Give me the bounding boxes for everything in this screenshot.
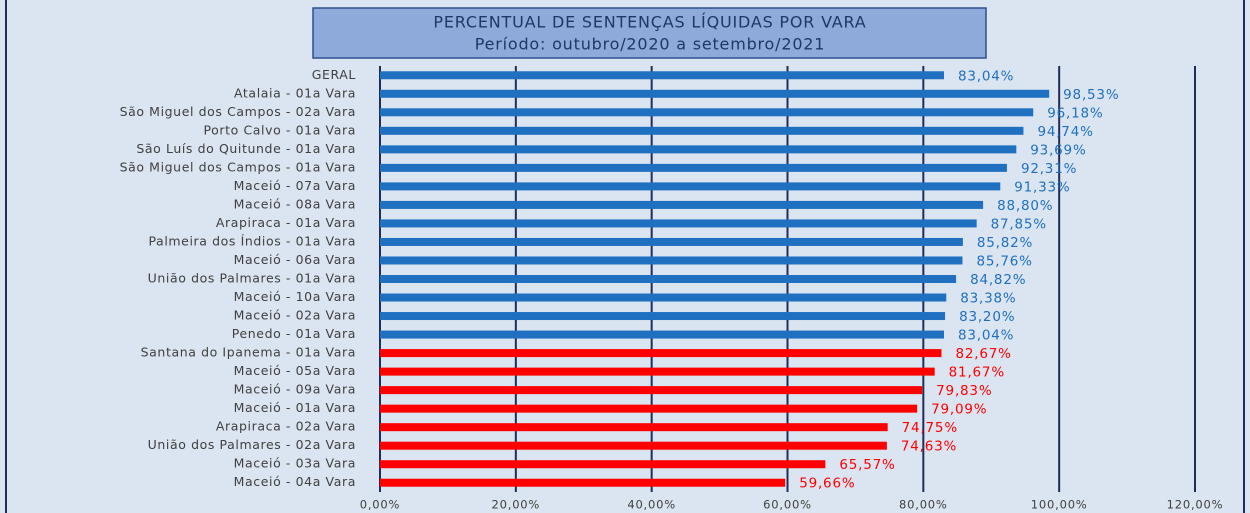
value-label: 98,53%: [1063, 87, 1119, 103]
x-tick-label: 40,00%: [627, 498, 676, 512]
bar: [380, 256, 963, 265]
bar: [380, 237, 963, 246]
y-tick-label: São Miguel dos Campos - 01a Vara: [120, 159, 356, 174]
value-label: 83,20%: [959, 309, 1015, 325]
bar: [380, 182, 1001, 191]
bar: [380, 293, 947, 302]
y-tick-label: Maceió - 03a Vara: [234, 456, 356, 471]
value-label: 93,69%: [1030, 142, 1086, 158]
bar: [380, 349, 942, 358]
bar: [380, 404, 918, 413]
y-tick-label: Penedo - 01a Vara: [232, 326, 356, 341]
y-tick-label: Maceió - 02a Vara: [234, 308, 356, 323]
title-box: [312, 7, 987, 59]
y-tick-label: Maceió - 10a Vara: [234, 289, 356, 304]
y-tick-label: Arapiraca - 02a Vara: [216, 419, 356, 434]
value-label: 88,80%: [997, 198, 1053, 214]
x-tick-label: 60,00%: [763, 498, 812, 512]
y-tick-label: Porto Calvo - 01a Vara: [203, 122, 356, 137]
y-tick-label: Maceió - 07a Vara: [234, 178, 356, 193]
value-label: 81,67%: [949, 365, 1005, 381]
value-label: 59,66%: [799, 476, 855, 492]
y-tick-label: Maceió - 09a Vara: [234, 382, 356, 397]
value-label: 85,76%: [976, 253, 1032, 269]
value-label: 83,04%: [958, 328, 1014, 344]
value-label: 91,33%: [1014, 179, 1070, 195]
bar: [380, 163, 1007, 172]
y-tick-label: Palmeira dos Índios - 01a Vara: [148, 233, 356, 248]
value-label: 87,85%: [991, 216, 1047, 232]
value-label: 94,74%: [1037, 124, 1093, 140]
bar: [380, 89, 1050, 98]
value-label: 74,63%: [901, 439, 957, 455]
y-tick-label: Atalaia - 01a Vara: [234, 85, 356, 100]
chart-title: PERCENTUAL DE SENTENÇAS LÍQUIDAS POR VAR…: [433, 13, 866, 32]
bar: [380, 386, 923, 395]
y-tick-label: GERAL: [312, 67, 356, 82]
y-tick-label: Maceió - 01a Vara: [234, 400, 356, 415]
y-tick-label: Maceió - 04a Vara: [234, 474, 356, 489]
value-label: 83,04%: [958, 68, 1014, 84]
value-label: 84,82%: [970, 272, 1026, 288]
x-tick-label: 20,00%: [492, 498, 541, 512]
y-tick-label: Arapiraca - 01a Vara: [216, 215, 356, 230]
bar: [380, 71, 944, 80]
bar: [380, 330, 944, 339]
value-label: 85,82%: [977, 235, 1033, 251]
bar: [380, 219, 977, 228]
bar: [380, 312, 946, 321]
value-label: 82,67%: [955, 346, 1011, 362]
y-tick-label: Maceió - 06a Vara: [234, 252, 356, 267]
y-tick-label: São Luís do Quitunde - 01a Vara: [136, 141, 356, 156]
bar: [380, 367, 935, 376]
y-tick-label: São Miguel dos Campos - 02a Vara: [120, 104, 356, 119]
y-tick-label: Maceió - 05a Vara: [234, 363, 356, 378]
bar: [380, 441, 887, 450]
y-tick-label: União dos Palmares - 01a Vara: [148, 271, 356, 286]
value-label: 79,09%: [931, 402, 987, 418]
bar: [380, 126, 1024, 135]
bar: [380, 108, 1034, 117]
bar: [380, 275, 957, 283]
bar: [380, 200, 984, 209]
bar: [380, 423, 888, 432]
x-tick-label: 0,00%: [360, 498, 401, 512]
value-label: 79,83%: [936, 383, 992, 399]
bar: [380, 478, 786, 487]
y-tick-label: Maceió - 08a Vara: [234, 196, 356, 211]
x-tick-label: 120,00%: [1167, 498, 1224, 512]
value-label: 74,75%: [902, 420, 958, 436]
x-tick-label: 80,00%: [899, 498, 948, 512]
bar: [380, 145, 1017, 154]
value-label: 96,18%: [1047, 105, 1103, 121]
y-tick-label: Santana do Ipanema - 01a Vara: [141, 345, 356, 360]
value-label: 92,31%: [1021, 161, 1077, 177]
chart-subtitle: Período: outubro/2020 a setembro/2021: [475, 35, 826, 54]
value-label: 65,57%: [839, 457, 895, 473]
y-tick-label: União dos Palmares - 02a Vara: [148, 437, 356, 452]
bar: [380, 460, 826, 469]
value-label: 83,38%: [960, 291, 1016, 307]
x-tick-label: 100,00%: [1031, 498, 1088, 512]
